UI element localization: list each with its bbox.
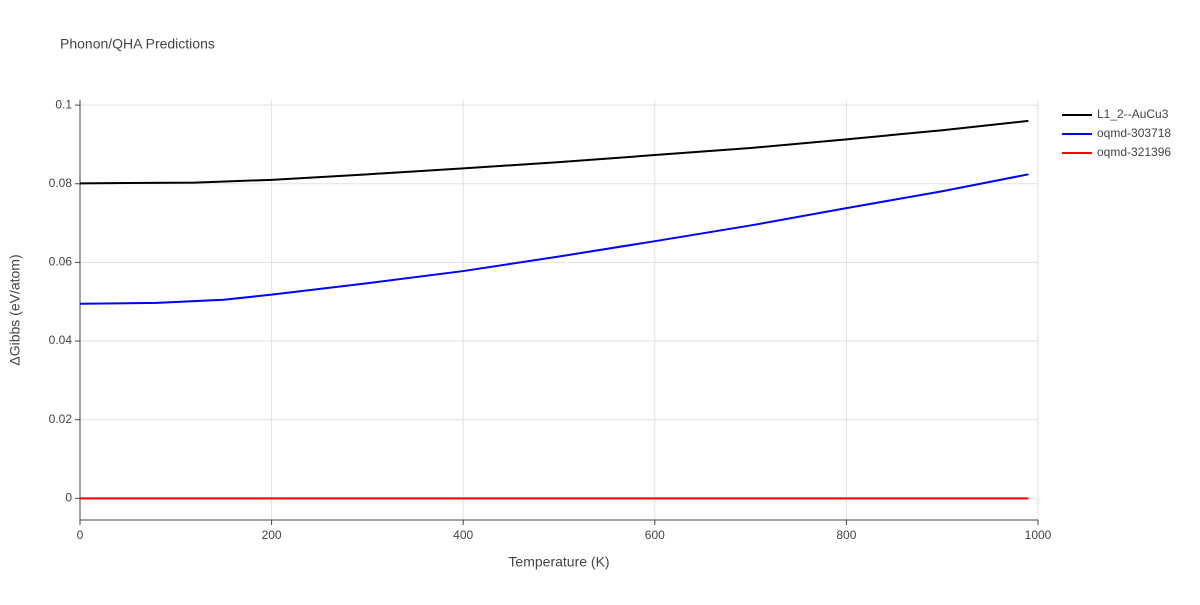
legend-label: oqmd-321396	[1097, 145, 1171, 159]
legend-label: oqmd-303718	[1097, 126, 1171, 140]
x-tick-label: 1000	[1025, 528, 1052, 542]
x-axis-title: Temperature (K)	[508, 554, 609, 570]
y-tick-label: 0.1	[55, 97, 72, 111]
y-tick-label: 0.04	[49, 333, 73, 347]
y-tick-label: 0.06	[49, 255, 73, 269]
chart-title: Phonon/QHA Predictions	[60, 36, 215, 52]
y-axis-title: ΔGibbs (eV/atom)	[7, 254, 23, 365]
x-tick-label: 0	[77, 528, 84, 542]
y-tick-label: 0.08	[49, 176, 73, 190]
series-line	[79, 119, 1029, 185]
x-tick-label: 600	[645, 528, 665, 542]
y-tick-label: 0.02	[49, 412, 73, 426]
y-tick-label: 0	[65, 491, 72, 505]
x-tick-label: 200	[262, 528, 282, 542]
series-line	[79, 173, 1029, 305]
x-tick-label: 800	[836, 528, 856, 542]
x-tick-label: 400	[453, 528, 473, 542]
legend-label: L1_2--AuCu3	[1097, 107, 1169, 121]
